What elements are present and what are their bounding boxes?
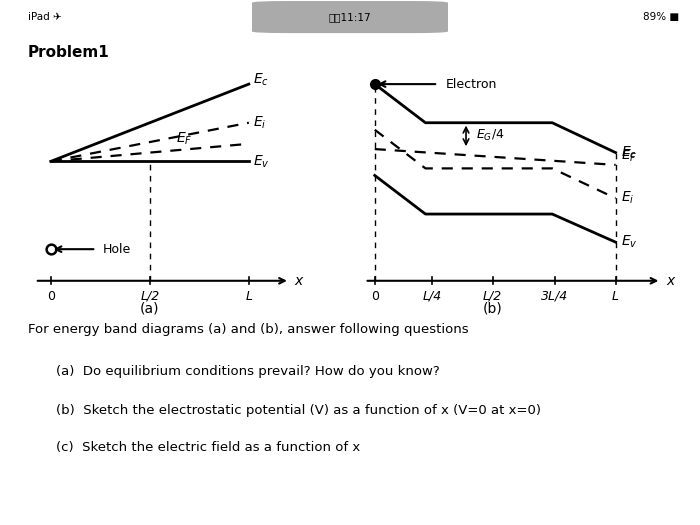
Text: $E_i$: $E_i$ — [621, 190, 634, 206]
Text: 0: 0 — [47, 290, 55, 302]
Text: $x$: $x$ — [666, 274, 677, 288]
Text: $E_c$: $E_c$ — [253, 71, 270, 88]
Text: Electron: Electron — [446, 78, 497, 91]
Text: 3L/4: 3L/4 — [541, 290, 568, 302]
Text: $E_G/4$: $E_G/4$ — [476, 128, 505, 143]
Text: $E_F$: $E_F$ — [621, 148, 637, 164]
Text: (c)  Sketch the electric field as a function of x: (c) Sketch the electric field as a funct… — [56, 441, 360, 454]
Text: (a): (a) — [140, 302, 160, 316]
Text: Hole: Hole — [103, 243, 132, 256]
Text: Problem1: Problem1 — [28, 45, 110, 60]
Text: $E_c$: $E_c$ — [621, 144, 637, 161]
Text: L: L — [612, 290, 619, 302]
FancyBboxPatch shape — [252, 1, 448, 33]
Text: $E_F$: $E_F$ — [176, 131, 192, 148]
Text: $E_v$: $E_v$ — [621, 234, 637, 250]
Text: For energy band diagrams (a) and (b), answer following questions: For energy band diagrams (a) and (b), an… — [28, 323, 468, 336]
Text: iPad ✈: iPad ✈ — [28, 12, 62, 22]
Text: (a)  Do equilibrium conditions prevail? How do you know?: (a) Do equilibrium conditions prevail? H… — [56, 365, 440, 378]
Text: 0: 0 — [371, 290, 379, 302]
Text: (b): (b) — [483, 302, 503, 316]
Text: L/2: L/2 — [483, 290, 503, 302]
Text: (b)  Sketch the electrostatic potential (V) as a function of x (V=0 at x=0): (b) Sketch the electrostatic potential (… — [56, 404, 541, 417]
Text: 下午11:17: 下午11:17 — [329, 12, 371, 22]
Text: $E_i$: $E_i$ — [253, 114, 267, 131]
Text: L/2: L/2 — [140, 290, 160, 302]
Text: $x$: $x$ — [294, 274, 305, 288]
Text: 89% ■: 89% ■ — [643, 12, 679, 22]
Text: L: L — [245, 290, 252, 302]
Text: $E_v$: $E_v$ — [253, 153, 270, 170]
Text: L/4: L/4 — [422, 290, 442, 302]
